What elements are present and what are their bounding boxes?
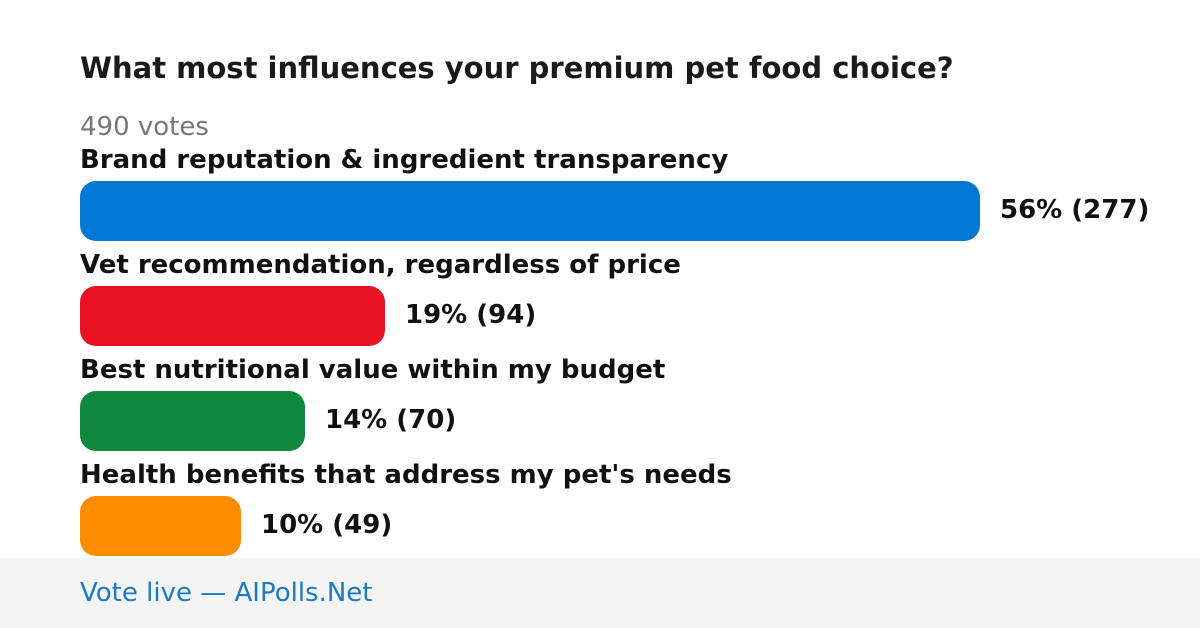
poll-option-value: 14% (70) — [325, 405, 457, 435]
poll-option[interactable]: Health benefits that address my pet's ne… — [0, 458, 1200, 563]
vote-live-link[interactable]: Vote live — AIPolls.Net — [80, 578, 373, 608]
poll-option-label: Health benefits that address my pet's ne… — [80, 460, 732, 490]
poll-option[interactable]: Best nutritional value within my budget 1… — [0, 353, 1200, 458]
poll-option-label: Best nutritional value within my budget — [80, 355, 666, 385]
poll-option[interactable]: Brand reputation & ingredient transparen… — [0, 143, 1200, 248]
poll-option-value: 56% (277) — [1000, 195, 1150, 225]
footer: Vote live — AIPolls.Net — [0, 558, 1200, 628]
poll-option-bar — [80, 286, 385, 346]
poll-option-bar — [80, 391, 305, 451]
poll-option-bar — [80, 181, 980, 241]
poll-option-value: 10% (49) — [261, 510, 393, 540]
vote-count: 490 votes — [80, 112, 209, 142]
poll-option[interactable]: Vet recommendation, regardless of price 1… — [0, 248, 1200, 353]
poll-title: What most influences your premium pet fo… — [80, 51, 954, 85]
poll-option-label: Brand reputation & ingredient transparen… — [80, 145, 729, 175]
poll-option-value: 19% (94) — [405, 300, 537, 330]
poll-option-label: Vet recommendation, regardless of price — [80, 250, 681, 280]
poll-option-bar — [80, 496, 241, 556]
